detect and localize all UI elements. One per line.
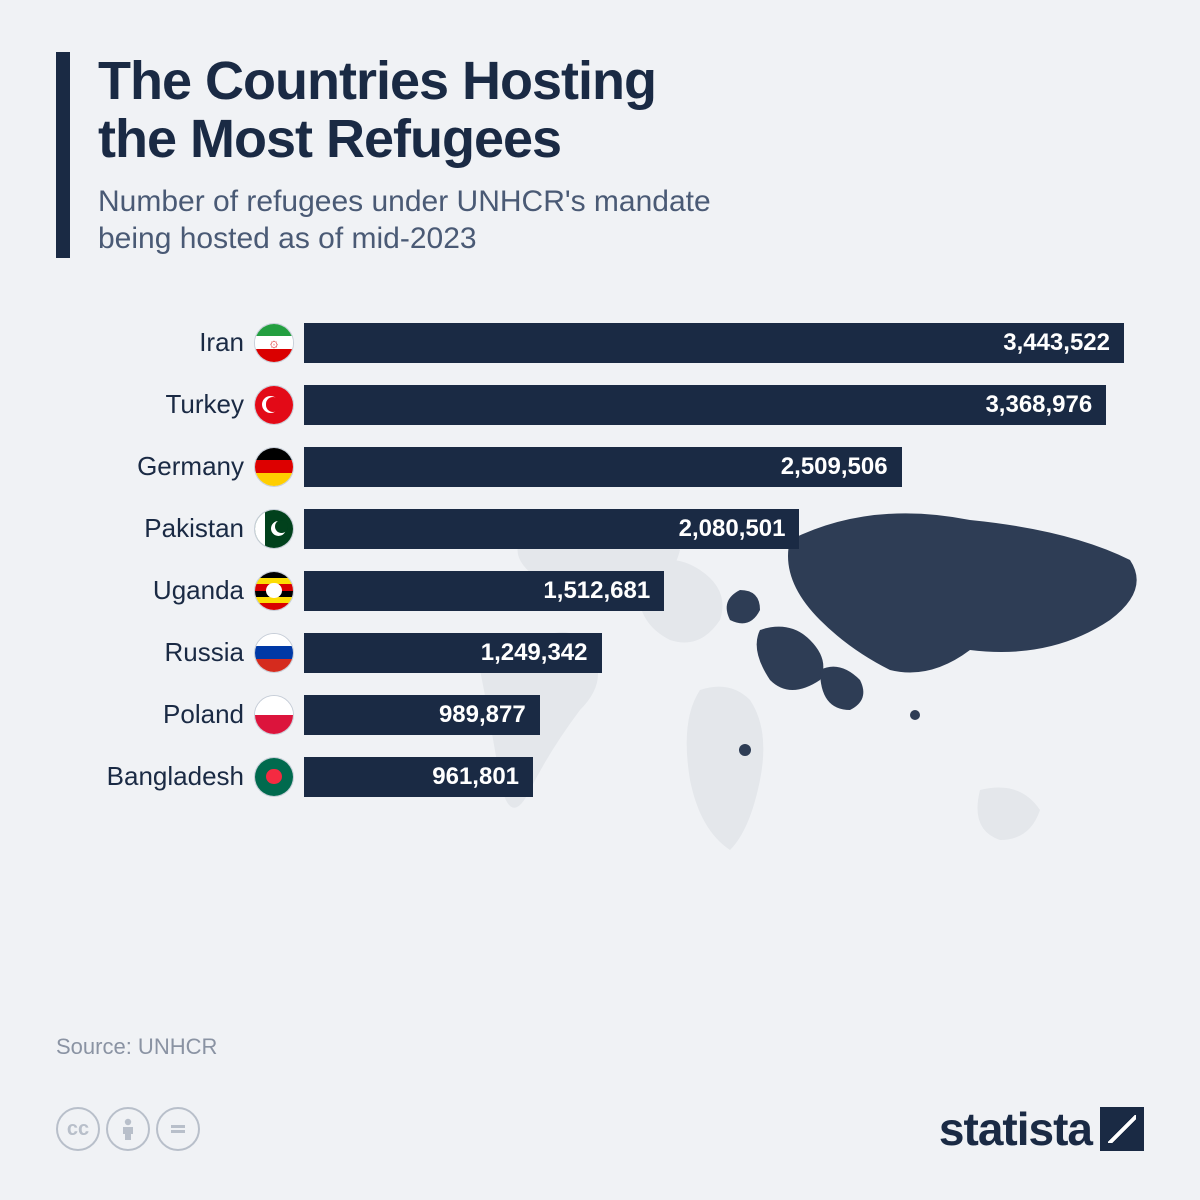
title-line-2: the Most Refugees: [98, 109, 561, 169]
flag-icon: [254, 633, 294, 673]
bar-wrap: 3,368,976: [304, 385, 1144, 425]
flag-icon: [254, 447, 294, 487]
country-label: Poland: [56, 699, 254, 730]
country-label: Uganda: [56, 575, 254, 606]
header: The Countries Hosting the Most Refugees …: [56, 52, 1144, 258]
footer: cc statista: [56, 1102, 1144, 1156]
bar-value: 989,877: [439, 701, 526, 729]
chart-row: Turkey 3,368,976: [56, 374, 1144, 436]
bar-wrap: 989,877: [304, 695, 1144, 735]
country-label: Bangladesh: [56, 761, 254, 792]
subtitle-line-1: Number of refugees under UNHCR's mandate: [98, 185, 711, 218]
flag-icon: [254, 757, 294, 797]
flag-icon: ۞: [254, 323, 294, 363]
bar-wrap: 961,801: [304, 757, 1144, 797]
country-label: Germany: [56, 451, 254, 482]
title-line-1: The Countries Hosting: [98, 51, 656, 111]
bar-value: 2,509,506: [781, 453, 888, 481]
flag-icon: [254, 509, 294, 549]
chart-row: Russia 1,249,342: [56, 622, 1144, 684]
bar-wrap: 2,509,506: [304, 447, 1144, 487]
country-label: Russia: [56, 637, 254, 668]
country-label: Turkey: [56, 389, 254, 420]
brand-text: statista: [939, 1102, 1092, 1156]
brand-mark-icon: [1100, 1107, 1144, 1151]
bar-wrap: 1,249,342: [304, 633, 1144, 673]
cc-icon: cc: [56, 1107, 100, 1151]
flag-icon: [254, 385, 294, 425]
bar-chart: Iran۞ 3,443,522 Turkey 3,368,976 Germany 2,50…: [56, 312, 1144, 808]
bar-wrap: 2,080,501: [304, 509, 1144, 549]
chart-row: Pakistan 2,080,501: [56, 498, 1144, 560]
flag-icon: [254, 695, 294, 735]
bar-value: 3,443,522: [1003, 329, 1110, 357]
bar-wrap: 3,443,522: [304, 323, 1144, 363]
chart-row: Germany 2,509,506: [56, 436, 1144, 498]
page-title: The Countries Hosting the Most Refugees: [98, 52, 711, 169]
chart-row: Iran۞ 3,443,522: [56, 312, 1144, 374]
bar: 2,509,506: [304, 447, 902, 487]
header-text: The Countries Hosting the Most Refugees …: [98, 52, 711, 258]
bar-value: 961,801: [432, 763, 519, 791]
bar-value: 1,512,681: [543, 577, 650, 605]
bar: 1,249,342: [304, 633, 602, 673]
chart-row: Poland 989,877: [56, 684, 1144, 746]
bar-value: 2,080,501: [679, 515, 786, 543]
bar: 3,368,976: [304, 385, 1106, 425]
flag-icon: [254, 571, 294, 611]
bar: 1,512,681: [304, 571, 664, 611]
subtitle-line-2: being hosted as of mid-2023: [98, 222, 477, 255]
chart-row: Uganda 1,512,681: [56, 560, 1144, 622]
chart-row: Bangladesh 961,801: [56, 746, 1144, 808]
country-label: Iran: [56, 327, 254, 358]
nd-icon: [156, 1107, 200, 1151]
brand-logo: statista: [939, 1102, 1144, 1156]
country-label: Pakistan: [56, 513, 254, 544]
bar: 961,801: [304, 757, 533, 797]
bar: 2,080,501: [304, 509, 799, 549]
license-icons: cc: [56, 1107, 200, 1151]
bar-wrap: 1,512,681: [304, 571, 1144, 611]
bar-value: 3,368,976: [985, 391, 1092, 419]
bar-value: 1,249,342: [481, 639, 588, 667]
bar: 3,443,522: [304, 323, 1124, 363]
by-icon: [106, 1107, 150, 1151]
source-label: Source: UNHCR: [56, 1034, 217, 1060]
bar: 989,877: [304, 695, 540, 735]
page-subtitle: Number of refugees under UNHCR's mandate…: [98, 183, 711, 258]
header-accent-bar: [56, 52, 70, 258]
